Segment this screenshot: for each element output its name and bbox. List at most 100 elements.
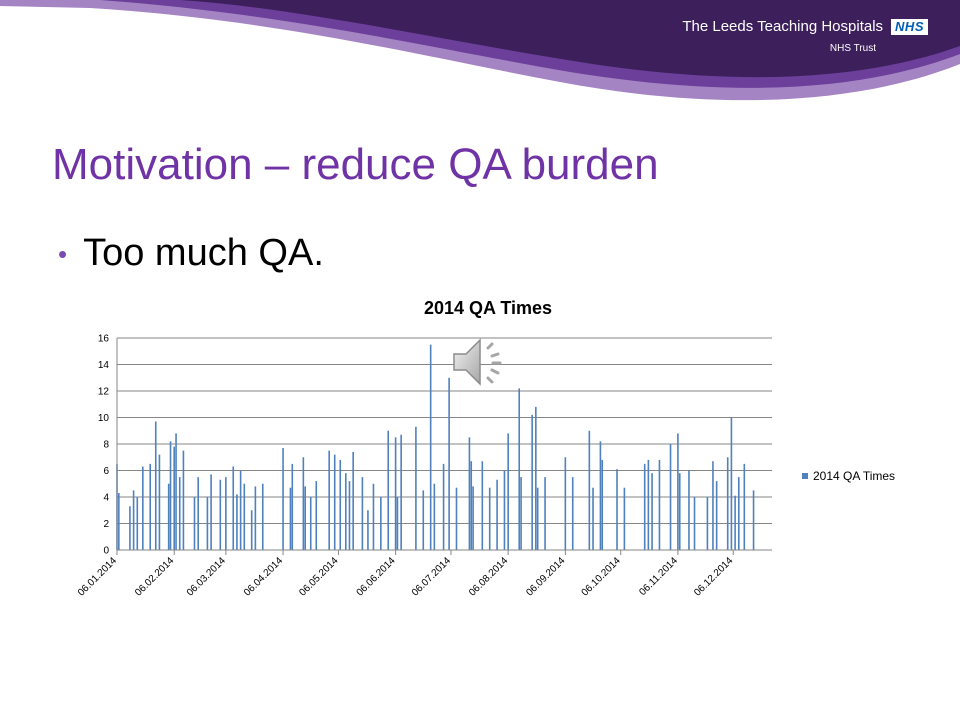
chart-bar [752,490,755,550]
chart-bar [158,454,161,550]
chart-bar [372,483,375,550]
x-tick-label: 06.10.2014 [580,555,623,598]
chart-y-tick-labels: 0 2 4 6 8 10 12 14 16 [98,334,110,557]
chart-bar [333,454,336,550]
chart-bar [261,483,264,550]
chart-bar [507,433,509,550]
chart-bar [737,477,740,550]
chart-bar [344,473,347,550]
chart-bar [518,388,521,550]
chart-bar [380,497,382,550]
chart-bar [304,486,306,550]
chart-bar [193,497,196,550]
y-tick-label: 8 [103,440,109,451]
y-tick-label: 14 [98,360,110,371]
y-tick-label: 10 [98,413,110,424]
nhs-logo: NHS [891,18,928,35]
chart-bar [481,461,484,550]
chart-title: 2014 QA Times [423,298,553,318]
chart-bar [643,463,646,550]
slide-title: Motivation – reduce QA burden [52,140,659,189]
speaker-icon[interactable] [448,330,512,394]
chart-bar [669,444,672,550]
chart-legend: 2014 QA Times [802,469,895,483]
chart-bar [396,497,399,550]
chart-bar [429,344,432,550]
chart-bar [601,459,604,550]
chart-bar [503,470,506,550]
x-tick-label: 06.03.2014 [185,555,228,598]
x-tick-label: 06.04.2014 [242,555,285,598]
chart-bar [167,483,170,550]
chart-bar [339,459,342,550]
chart-bar [592,487,594,550]
x-tick-label: 06.08.2014 [467,555,510,598]
chart-bar [361,477,364,550]
chart-bar [488,487,491,550]
chart-bar [688,470,690,550]
chart-bar [743,463,746,550]
chart-bar [348,481,351,550]
chart-bar [210,474,212,550]
chart-bar [730,417,733,550]
x-tick-label: 06.12.2014 [692,555,735,598]
chart-bar [677,433,679,550]
chart-bar [599,441,602,550]
chart-bar [564,457,567,550]
chart-bar [239,470,242,550]
bullet-dot-icon: • [58,238,68,269]
chart-bar [394,437,397,550]
chart-bar [468,437,471,550]
y-tick-label: 12 [98,387,110,398]
chart-bar [571,477,574,550]
chart-bar [154,421,157,550]
chart-bar [715,481,718,550]
chart-bar [254,486,257,550]
brand-block: The Leeds Teaching Hospitals NHS NHS Tru… [682,18,928,54]
chart-bar [173,446,175,550]
chart-axes [116,338,772,555]
org-name: The Leeds Teaching Hospitals [682,18,884,35]
chart-bar [178,477,181,550]
chart-bar [328,450,330,550]
chart-bar [472,486,474,550]
y-tick-label: 0 [103,546,109,557]
chart-bar [250,510,253,550]
x-tick-label: 06.11.2014 [637,555,680,598]
x-tick-label: 06.01.2014 [76,555,119,598]
chart-bar [400,434,402,550]
chart-bar [455,487,458,550]
y-tick-label: 16 [98,334,110,345]
chart-bar [623,487,626,550]
chart-bar [535,406,537,550]
chart-bar [616,469,618,550]
x-tick-label: 06.02.2014 [133,555,176,598]
chart-bar [433,483,436,550]
x-tick-label: 06.09.2014 [524,555,567,598]
chart-bar [142,466,144,550]
chart-bar [520,477,522,550]
y-tick-label: 6 [103,466,109,477]
chart-bar [136,497,139,550]
trust-label: NHS Trust [829,43,876,54]
x-tick-label: 06.07.2014 [410,555,453,598]
chart-bar [734,495,736,550]
chart-bar [531,414,533,550]
chart-bar [544,477,546,550]
x-tick-label: 06.06.2014 [355,555,398,598]
chart-bar [219,479,222,550]
header-band [0,0,960,101]
chart-bar [225,477,227,550]
chart-bar [169,441,172,550]
chart-bar [182,450,185,550]
chart-bar [243,483,246,550]
chart-x-tick-labels: 06.01.2014 06.02.2014 06.03.2014 06.04.2014… [76,555,736,598]
chart-bar [129,506,131,550]
chart-bar [422,490,425,550]
chart-bar [302,457,305,550]
chart-bar [678,473,681,550]
chart-bar [387,430,390,550]
chart-bar [442,463,445,550]
chart-bar [175,433,177,550]
